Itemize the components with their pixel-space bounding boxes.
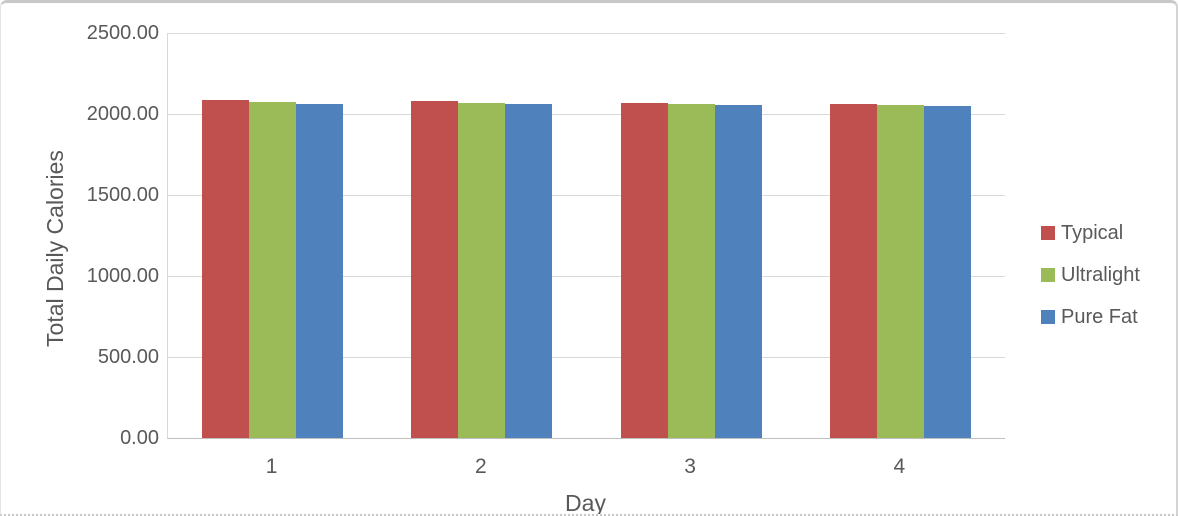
bar-typical-day-4 (829, 103, 877, 438)
legend-swatch-icon (1041, 226, 1055, 240)
bar-ultralight-day-1 (249, 101, 297, 438)
bar-ultralight-day-4 (876, 104, 924, 438)
x-category-label: 3 (684, 455, 696, 478)
legend-item-ultralight: Ultralight (1041, 264, 1140, 286)
bar-pure-fat-day-1 (296, 103, 344, 438)
legend-swatch-icon (1041, 268, 1055, 282)
y-tick-label: 1000.00 (86, 265, 159, 287)
legend-label: Typical (1061, 221, 1124, 244)
y-tick-label: 0.00 (120, 427, 159, 449)
bar-typical-day-2 (411, 100, 459, 438)
gridline (168, 357, 1005, 358)
gridline (168, 114, 1005, 115)
bar-ultralight-day-3 (667, 103, 715, 438)
x-category-label: 2 (475, 455, 487, 478)
y-tick-label: 2000.00 (86, 103, 159, 125)
gridline (168, 276, 1005, 277)
gridline (168, 33, 1005, 34)
bar-typical-day-3 (620, 102, 668, 438)
gridline (168, 195, 1005, 196)
y-tick-label: 500.00 (97, 346, 159, 368)
legend-item-typical: Typical (1041, 222, 1140, 244)
y-tick-label: 2500.00 (86, 22, 159, 44)
bar-pure-fat-day-3 (714, 105, 762, 438)
legend-item-pure-fat: Pure Fat (1041, 306, 1140, 328)
x-axis-title: Day (565, 490, 606, 516)
y-tick-label: 1500.00 (86, 184, 159, 206)
legend: Typical Ultralight Pure Fat (1041, 222, 1140, 328)
plot-area (167, 33, 1005, 439)
legend-label: Pure Fat (1061, 305, 1138, 328)
bar-ultralight-day-2 (458, 102, 506, 438)
bar-pure-fat-day-2 (505, 104, 553, 438)
x-category-label: 4 (893, 455, 906, 478)
bar-pure-fat-day-4 (923, 105, 971, 438)
legend-swatch-icon (1041, 310, 1055, 324)
x-category-label: 1 (265, 455, 278, 478)
bar-typical-day-1 (202, 99, 250, 438)
legend-label: Ultralight (1061, 263, 1140, 286)
